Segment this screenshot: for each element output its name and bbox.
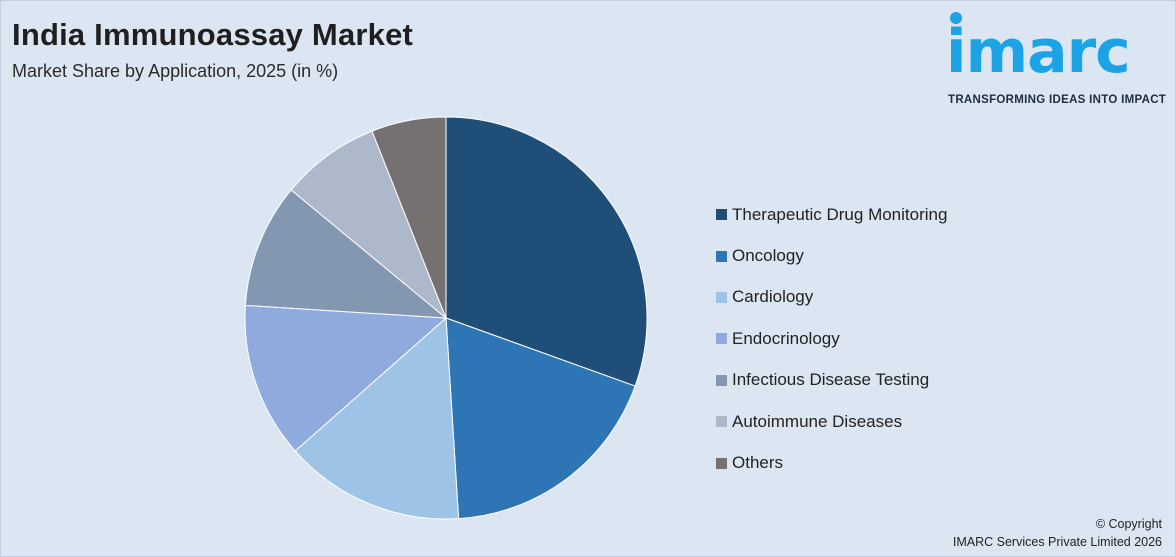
pie-slice-others [371,116,447,319]
legend-item: Others [716,442,947,483]
pie-slice-endocrinology [244,304,448,452]
copyright-notice: © Copyright IMARC Services Private Limit… [953,515,1162,551]
chart-title: India Immunoassay Market [12,17,414,52]
legend-label: Endocrinology [732,328,840,348]
pie-slice-therapeutic-drug-monitoring [445,116,648,387]
legend-swatch [716,457,727,469]
legend-swatch [716,250,727,262]
logo-wordmark: imarc [946,17,1131,87]
legend-label: Oncology [732,246,804,266]
legend-label: Therapeutic Drug Monitoring [732,204,948,224]
legend-item: Endocrinology [716,318,947,359]
copyright-line: © Copyright [1095,517,1162,531]
legend-item: Therapeutic Drug Monitoring [716,194,947,235]
legend-label: Autoimmune Diseases [732,411,903,431]
logo-dot-icon [950,12,962,24]
legend-label: Infectious Disease Testing [732,370,930,390]
pie-slice-cardiology [294,316,460,520]
imarc-logo: imarc TRANSFORMING IDEAS INTO IMPACT [946,12,1172,112]
pie-chart [244,116,648,520]
legend-swatch [716,374,727,386]
legend-swatch [716,291,727,303]
legend-item: Infectious Disease Testing [716,360,947,401]
legend-label: Others [732,453,784,473]
chart-legend: Therapeutic Drug Monitoring Oncology Cardi… [716,194,947,484]
legend-item: Oncology [716,235,947,276]
legend-item: Autoimmune Diseases [716,401,947,442]
pie-slice-oncology [445,317,636,520]
legend-item: Cardiology [716,277,947,318]
logo-tagline: TRANSFORMING IDEAS INTO IMPACT [948,94,1167,106]
pie-slice-autoimmune-diseases [290,130,447,319]
legend-swatch [716,333,727,345]
chart-subtitle: Market Share by Application, 2025 (in %) [12,61,339,81]
pie-slice-infectious-disease-testing [244,189,448,319]
copyright-company: IMARC Services Private Limited 2026 [952,535,1162,549]
legend-label: Cardiology [732,287,814,307]
legend-swatch [716,209,727,221]
legend-swatch [716,416,727,428]
